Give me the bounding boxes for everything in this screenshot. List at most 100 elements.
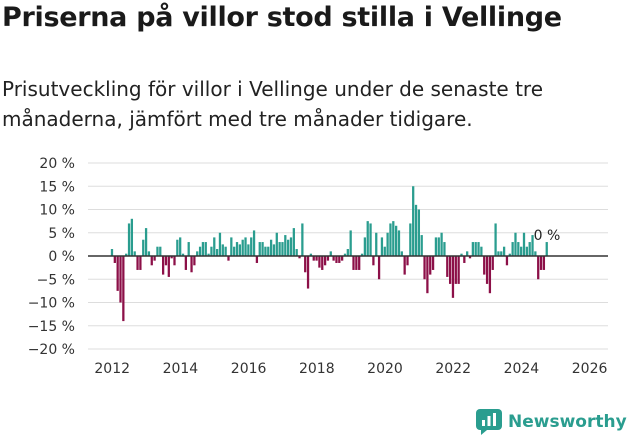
- bar: [218, 232, 222, 256]
- bar: [471, 242, 474, 256]
- bar: [184, 256, 187, 270]
- bar: [167, 256, 170, 277]
- bar: [397, 230, 401, 256]
- bar: [116, 256, 119, 291]
- bar: [383, 246, 386, 256]
- bar: [460, 253, 463, 256]
- bar: [508, 253, 511, 256]
- bar: [522, 232, 526, 256]
- bar: [318, 256, 321, 268]
- bar: [207, 253, 210, 256]
- bar: [502, 246, 506, 256]
- bar: [264, 246, 267, 256]
- bar: [434, 237, 438, 256]
- bar: [360, 253, 364, 256]
- bar: [170, 256, 173, 259]
- y-tick-label: 15 %: [39, 179, 75, 195]
- bar: [156, 246, 159, 256]
- bar: [153, 256, 156, 261]
- bar: [412, 186, 415, 256]
- y-tick-label: 0 %: [48, 249, 75, 265]
- bar: [468, 256, 472, 259]
- bar: [448, 256, 452, 284]
- bar: [457, 256, 460, 284]
- bar: [338, 256, 341, 263]
- bar: [147, 251, 151, 256]
- bar: [505, 256, 509, 266]
- bar: [287, 239, 290, 256]
- bar: [269, 239, 273, 256]
- bar: [332, 256, 335, 261]
- bar: [323, 256, 327, 266]
- bar: [179, 237, 182, 256]
- bar: [275, 232, 278, 256]
- bar: [164, 256, 168, 266]
- bar: [295, 249, 298, 256]
- bar: [392, 221, 395, 256]
- bar: [497, 251, 500, 256]
- y-tick-label: −15 %: [28, 319, 75, 335]
- bar: [150, 256, 153, 266]
- newsworthy-logo-icon: [476, 409, 502, 435]
- bar: [190, 256, 193, 273]
- bar: [235, 242, 239, 256]
- bar: [125, 253, 128, 256]
- bar: [423, 256, 426, 280]
- bar: [224, 246, 227, 256]
- bar: [127, 223, 131, 256]
- bar: [284, 235, 287, 256]
- x-tick-label: 2018: [299, 361, 335, 377]
- x-tick-label: 2026: [572, 361, 608, 377]
- bar: [122, 256, 125, 322]
- bar: [369, 223, 372, 256]
- bar: [144, 228, 148, 256]
- bar: [375, 232, 378, 256]
- y-tick-label: −10 %: [28, 296, 75, 312]
- bar: [329, 251, 332, 256]
- bar: [409, 223, 412, 256]
- bar: [341, 256, 344, 261]
- y-tick-label: 5 %: [48, 226, 75, 242]
- bar: [247, 244, 250, 256]
- bar: [485, 256, 489, 284]
- last-value-label: 0 %: [534, 228, 561, 244]
- bar: [517, 242, 520, 256]
- bar: [304, 256, 307, 273]
- bar: [366, 221, 369, 256]
- bar: [312, 256, 315, 261]
- bar: [451, 256, 455, 298]
- bar: [352, 256, 355, 270]
- bar: [181, 253, 185, 256]
- newsworthy-logo-text: Newsworthy: [508, 412, 627, 432]
- bar: [406, 256, 409, 266]
- bar: [463, 256, 466, 263]
- bar: [130, 218, 134, 256]
- newsworthy-logo: Newsworthy: [476, 409, 627, 435]
- bar: [443, 242, 446, 256]
- bar: [193, 256, 196, 266]
- bar: [446, 256, 449, 277]
- bar: [161, 256, 165, 275]
- bar: [440, 232, 443, 256]
- bar: [389, 223, 392, 256]
- bar: [483, 256, 486, 275]
- bar: [176, 239, 179, 256]
- bar: [139, 256, 142, 270]
- x-tick-label: 2016: [231, 361, 267, 377]
- bar: [227, 256, 230, 261]
- bar: [403, 256, 406, 275]
- bar: [372, 256, 375, 266]
- bar: [400, 251, 403, 256]
- bar: [230, 237, 233, 256]
- bar: [215, 249, 219, 256]
- x-tick-label: 2020: [367, 361, 403, 377]
- bar: [500, 251, 503, 256]
- bar: [159, 246, 162, 256]
- bar: [514, 232, 517, 256]
- bar: [335, 256, 338, 263]
- bar: [420, 235, 423, 256]
- y-tick-label: 10 %: [39, 203, 75, 219]
- bar: [466, 251, 469, 256]
- bar: [349, 230, 352, 256]
- x-tick-label: 2012: [94, 361, 130, 377]
